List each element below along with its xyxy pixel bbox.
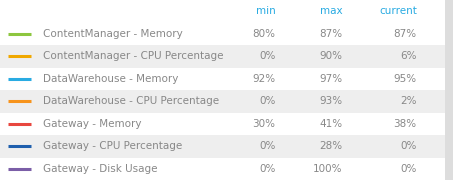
Bar [445,0,453,180]
Text: 0%: 0% [259,141,275,151]
Bar [0,22,445,45]
Text: DataWarehouse - Memory: DataWarehouse - Memory [43,74,178,84]
Bar [0,90,445,112]
Text: 92%: 92% [252,74,275,84]
Text: 97%: 97% [319,74,342,84]
Text: 6%: 6% [400,51,417,61]
Text: 38%: 38% [394,119,417,129]
Text: 90%: 90% [319,51,342,61]
Text: Gateway - Memory: Gateway - Memory [43,119,141,129]
Text: 0%: 0% [400,141,417,151]
Text: 2%: 2% [400,96,417,106]
Text: 30%: 30% [252,119,275,129]
Text: 100%: 100% [313,164,342,174]
Text: 93%: 93% [319,96,342,106]
Text: ContentManager - Memory: ContentManager - Memory [43,29,183,39]
Text: 0%: 0% [400,164,417,174]
Text: max: max [320,6,342,16]
Bar [0,158,445,180]
Text: 95%: 95% [394,74,417,84]
Text: DataWarehouse - CPU Percentage: DataWarehouse - CPU Percentage [43,96,219,106]
Bar [0,0,445,22]
Text: 80%: 80% [252,29,275,39]
Bar [0,68,445,90]
Text: 87%: 87% [394,29,417,39]
Text: Gateway - Disk Usage: Gateway - Disk Usage [43,164,158,174]
Text: 0%: 0% [259,51,275,61]
Text: 0%: 0% [259,164,275,174]
Text: 87%: 87% [319,29,342,39]
Bar [0,112,445,135]
Text: 0%: 0% [259,96,275,106]
Text: min: min [255,6,275,16]
Text: Gateway - CPU Percentage: Gateway - CPU Percentage [43,141,182,151]
Text: ContentManager - CPU Percentage: ContentManager - CPU Percentage [43,51,223,61]
Bar [0,135,445,158]
Bar [0,45,445,68]
Text: current: current [379,6,417,16]
Text: 41%: 41% [319,119,342,129]
Text: 28%: 28% [319,141,342,151]
